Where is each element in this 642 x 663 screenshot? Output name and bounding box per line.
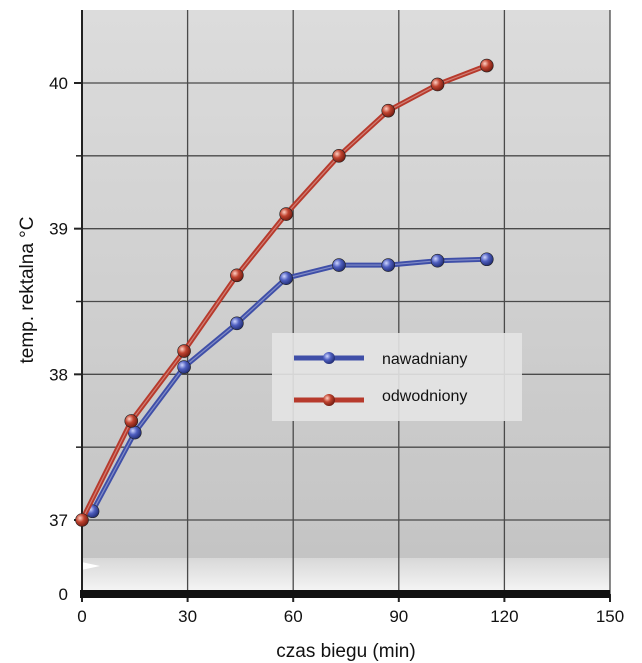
axis-break-region (82, 558, 610, 594)
x-axis-title: czas biegu (min) (276, 641, 415, 662)
axis-break-mark (72, 560, 100, 572)
plot-area (82, 10, 610, 558)
x-tick-label: 120 (490, 607, 518, 626)
data-point-odwodniony (430, 77, 445, 92)
y-tick-label-zero: 0 (59, 585, 68, 604)
x-axis-line (80, 590, 610, 598)
legend-box (272, 333, 522, 421)
data-point-odwodniony (177, 344, 191, 358)
data-point-nawadniany (279, 271, 293, 285)
x-tick-label: 150 (596, 607, 624, 626)
grid-lines (82, 10, 611, 594)
legend-marker-nawadniany (323, 352, 335, 364)
data-point-odwodniony (332, 149, 346, 163)
data-point-nawadniany (381, 258, 396, 272)
y-tick-label: 40 (49, 74, 68, 93)
x-tick-label: 90 (389, 607, 408, 626)
data-point-odwodniony (230, 268, 244, 283)
data-point-odwodniony (479, 58, 494, 73)
data-point-nawadniany (177, 360, 191, 374)
x-tick-label: 30 (178, 607, 197, 626)
series-layer (75, 58, 494, 527)
x-tick-label: 0 (77, 607, 86, 626)
data-point-odwodniony (124, 414, 139, 428)
data-point-odwodniony (381, 103, 396, 118)
y-tick-label: 39 (49, 220, 68, 239)
y-tick-label: 38 (49, 365, 68, 384)
legend-label-odwodniony: odwodniony (382, 388, 467, 405)
data-point-nawadniany (479, 252, 494, 267)
data-point-nawadniany (230, 316, 244, 331)
legend: nawadniany odwodniony (272, 333, 522, 421)
y-axis-title: temp. rektalna °C (17, 217, 38, 364)
tick-labels: 37 38 39 40 0 30 60 90 120 150 (49, 74, 624, 626)
legend-item-nawadniany: nawadniany (294, 351, 467, 368)
data-point-nawadniany (430, 253, 445, 268)
data-point-odwodniony (75, 513, 89, 527)
legend-item-odwodniony: odwodniony (294, 388, 467, 406)
y-tick-label: 37 (49, 511, 68, 530)
data-point-odwodniony (279, 207, 293, 221)
data-point-nawadniany (332, 258, 346, 272)
legend-label-nawadniany: nawadniany (382, 351, 467, 368)
legend-marker-odwodniony (323, 394, 335, 406)
x-tick-label: 60 (284, 607, 303, 626)
